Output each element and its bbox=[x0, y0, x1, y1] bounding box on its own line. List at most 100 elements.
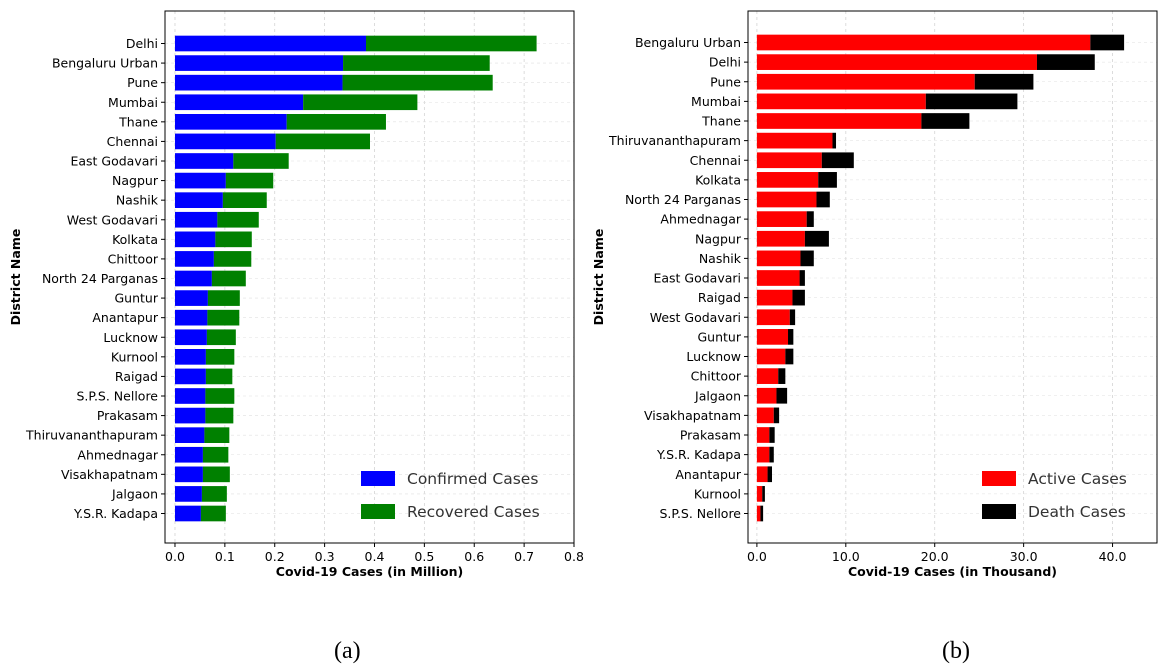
ytick-label-west-godavari: West Godavari bbox=[650, 310, 741, 325]
ytick-label-thane: Thane bbox=[701, 114, 741, 129]
bar-recovered-cases-anantapur bbox=[207, 309, 240, 326]
xtick-label-0-2: 0.2 bbox=[265, 549, 285, 564]
ytick-label-north-24-parganas: North 24 Parganas bbox=[625, 192, 741, 207]
bar-recovered-cases-jalgaon bbox=[201, 486, 227, 502]
bar-active-cases-nagpur bbox=[756, 230, 805, 247]
ytick-label-nagpur: Nagpur bbox=[695, 231, 742, 246]
xtick-label-0-6: 0.6 bbox=[464, 549, 484, 564]
bar-recovered-cases-pune bbox=[342, 74, 493, 91]
bar-confirmed-cases-chennai bbox=[174, 133, 276, 150]
bar-confirmed-cases-lucknow bbox=[174, 329, 207, 346]
bar-recovered-cases-s-p-s-nellore bbox=[205, 388, 235, 404]
ytick-label-kurnool: Kurnool bbox=[111, 349, 158, 364]
ytick-label-anantapur: Anantapur bbox=[675, 467, 741, 482]
legend-label-confirmed-cases: Confirmed Cases bbox=[407, 470, 538, 488]
ytick-label-chittoor: Chittoor bbox=[108, 251, 159, 266]
bar-recovered-cases-visakhapatnam bbox=[202, 466, 230, 483]
x-axis-label-1: Covid-19 Cases (in Thousand) bbox=[848, 564, 1057, 579]
ytick-label-guntur: Guntur bbox=[698, 329, 742, 344]
bar-recovered-cases-west-godavari bbox=[217, 211, 259, 228]
bar-death-cases-raigad bbox=[792, 289, 805, 306]
xtick-label-0-5: 0.5 bbox=[414, 549, 434, 564]
xtick-label-0-1: 0.1 bbox=[215, 549, 235, 564]
bar-active-cases-s-p-s-nellore bbox=[756, 505, 761, 522]
legend-label-active-cases: Active Cases bbox=[1028, 470, 1127, 488]
xtick-label-1-1: 10.0 bbox=[832, 549, 860, 564]
ytick-label-east-godavari: East Godavari bbox=[653, 271, 741, 286]
bar-recovered-cases-kurnool bbox=[205, 349, 235, 365]
bar-death-cases-delhi bbox=[1036, 54, 1095, 70]
ytick-label-nagpur: Nagpur bbox=[112, 173, 159, 188]
bar-confirmed-cases-y-s-r-kadapa bbox=[174, 505, 201, 522]
xtick-label-0-3: 0.3 bbox=[315, 549, 335, 564]
bar-death-cases-anantapur bbox=[767, 466, 773, 483]
ytick-label-prakasam: Prakasam bbox=[680, 428, 741, 443]
ytick-label-s-p-s-nellore: S.P.S. Nellore bbox=[76, 389, 158, 404]
bar-death-cases-chittoor bbox=[778, 368, 786, 384]
bar-death-cases-visakhapatnam bbox=[773, 407, 780, 424]
bar-death-cases-east-godavari bbox=[799, 270, 805, 286]
bar-confirmed-cases-jalgaon bbox=[174, 486, 202, 502]
bar-death-cases-thiruvananthapuram bbox=[832, 132, 837, 149]
bar-active-cases-mumbai bbox=[756, 93, 926, 110]
bar-confirmed-cases-pune bbox=[174, 74, 343, 91]
legend-label-recovered-cases: Recovered Cases bbox=[407, 503, 540, 521]
bar-death-cases-west-godavari bbox=[789, 309, 796, 326]
bar-recovered-cases-nagpur bbox=[225, 172, 274, 189]
bar-active-cases-guntur bbox=[756, 329, 789, 345]
xtick-label-0-8: 0.8 bbox=[564, 549, 584, 564]
bar-confirmed-cases-raigad bbox=[174, 368, 206, 385]
ytick-label-ahmednagar: Ahmednagar bbox=[77, 447, 158, 462]
bar-recovered-cases-east-godavari bbox=[233, 153, 289, 169]
bar-confirmed-cases-nashik bbox=[174, 192, 223, 208]
ytick-label-prakasam: Prakasam bbox=[97, 408, 158, 423]
bar-recovered-cases-ahmednagar bbox=[202, 446, 229, 463]
bar-active-cases-kolkata bbox=[756, 172, 819, 188]
chart-b: Bengaluru Urban Delhi Pune Mumbai Thane Thiru… bbox=[591, 10, 1158, 579]
bar-confirmed-cases-visakhapatnam bbox=[174, 466, 203, 483]
bar-recovered-cases-guntur bbox=[207, 290, 240, 306]
bar-recovered-cases-nashik bbox=[222, 192, 267, 208]
bar-death-cases-bengaluru-urban bbox=[1090, 34, 1125, 51]
bar-recovered-cases-mumbai bbox=[303, 94, 418, 111]
xtick-label-1-4: 40.0 bbox=[1099, 549, 1127, 564]
ytick-label-lucknow: Lucknow bbox=[686, 349, 741, 364]
bar-active-cases-west-godavari bbox=[756, 309, 790, 326]
ytick-label-s-p-s-nellore: S.P.S. Nellore bbox=[659, 506, 741, 521]
ytick-label-chennai: Chennai bbox=[690, 153, 741, 168]
xtick-label-0-4: 0.4 bbox=[365, 549, 385, 564]
bar-death-cases-chennai bbox=[821, 152, 854, 169]
ytick-label-y-s-r-kadapa: Y.S.R. Kadapa bbox=[73, 506, 158, 521]
ytick-label-pune: Pune bbox=[127, 75, 158, 90]
bar-active-cases-raigad bbox=[756, 289, 793, 306]
ytick-label-visakhapatnam: Visakhapatnam bbox=[644, 408, 741, 423]
legend-swatch-active-cases bbox=[982, 471, 1016, 486]
xtick-label-0-0: 0.0 bbox=[165, 549, 185, 564]
bar-recovered-cases-delhi bbox=[366, 35, 537, 52]
bar-confirmed-cases-kolkata bbox=[174, 231, 216, 248]
bar-death-cases-lucknow bbox=[785, 348, 794, 365]
bar-recovered-cases-lucknow bbox=[206, 329, 236, 346]
bar-death-cases-kurnool bbox=[762, 486, 765, 502]
ytick-label-anantapur: Anantapur bbox=[92, 310, 158, 325]
caption-a: (a) bbox=[334, 638, 361, 664]
ytick-label-chennai: Chennai bbox=[107, 134, 158, 149]
chart-a: Delhi Bengaluru Urban Pune Mumbai Thane Chenn… bbox=[8, 10, 584, 579]
bar-active-cases-thiruvananthapuram bbox=[756, 132, 833, 149]
ytick-label-pune: Pune bbox=[710, 74, 741, 89]
bar-confirmed-cases-s-p-s-nellore bbox=[174, 388, 206, 404]
xtick-label-1-3: 30.0 bbox=[1010, 549, 1038, 564]
bar-recovered-cases-prakasam bbox=[205, 407, 234, 424]
ytick-label-delhi: Delhi bbox=[126, 36, 158, 51]
bar-active-cases-anantapur bbox=[756, 466, 768, 483]
legend-swatch-recovered-cases bbox=[361, 504, 395, 519]
ytick-label-guntur: Guntur bbox=[115, 291, 159, 306]
bar-death-cases-mumbai bbox=[925, 93, 1018, 110]
bar-active-cases-lucknow bbox=[756, 348, 786, 365]
bar-death-cases-pune bbox=[974, 73, 1034, 90]
bar-active-cases-north-24-parganas bbox=[756, 191, 817, 208]
ytick-label-nashik: Nashik bbox=[699, 251, 742, 266]
bar-confirmed-cases-mumbai bbox=[174, 94, 304, 111]
bar-death-cases-prakasam bbox=[769, 427, 775, 443]
